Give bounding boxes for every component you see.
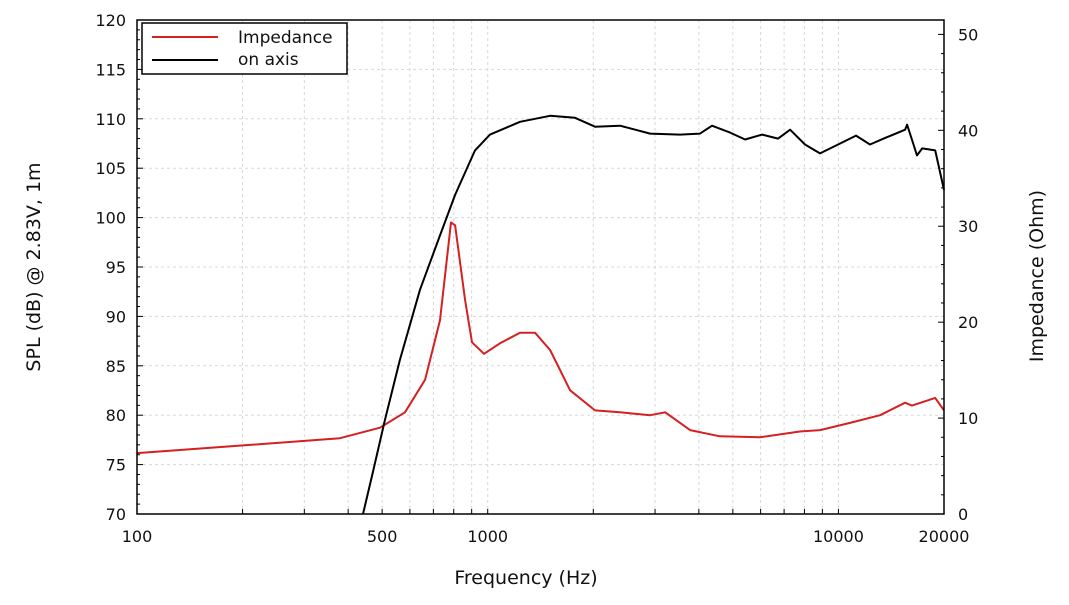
- y-tick-label: 95: [106, 258, 126, 277]
- y2-axis-label: Impedance (Ohm): [1026, 190, 1048, 362]
- y-tick-label: 110: [95, 110, 126, 129]
- y2-tick-label: 10: [958, 409, 978, 428]
- y-tick-label: 90: [106, 307, 126, 326]
- legend-label-impedance: Impedance: [238, 28, 333, 48]
- y-tick-label: 70: [106, 505, 126, 524]
- x-tick-label: 20000: [919, 527, 970, 546]
- y-tick-label: 75: [106, 456, 126, 475]
- y-tick-label: 85: [106, 357, 126, 376]
- x-tick-label: 100: [122, 527, 153, 546]
- y-tick-label: 100: [95, 209, 126, 228]
- y2-tick-label: 0: [958, 505, 968, 524]
- x-tick-label: 500: [367, 527, 398, 546]
- y-tick-label: 105: [95, 159, 126, 178]
- y-tick-label: 120: [95, 11, 126, 30]
- x-axis-label: Frequency (Hz): [454, 567, 597, 589]
- y-tick-label: 80: [106, 406, 126, 425]
- y2-tick-label: 30: [958, 217, 978, 236]
- y2-tick-label: 50: [958, 25, 978, 44]
- y-tick-label: 115: [95, 60, 126, 79]
- x-tick-label: 1000: [467, 527, 508, 546]
- y2-tick-label: 20: [958, 313, 978, 332]
- x-tick-label: 10000: [813, 527, 864, 546]
- legend-label-on-axis: on axis: [238, 50, 299, 70]
- series-layer: [137, 116, 944, 514]
- series-line-on-axis: [363, 116, 944, 514]
- axis-ticks: 70 75 80 85 90 95 100 105 110 115 120 0 10 20 30 40 50 10…: [95, 11, 978, 546]
- y-axis-label: SPL (dB) @ 2.83V, 1m: [23, 162, 45, 371]
- y2-tick-label: 40: [958, 121, 978, 140]
- legend: Impedance on axis: [142, 23, 347, 74]
- series-line-impedance: [137, 222, 944, 453]
- grid: [137, 20, 944, 514]
